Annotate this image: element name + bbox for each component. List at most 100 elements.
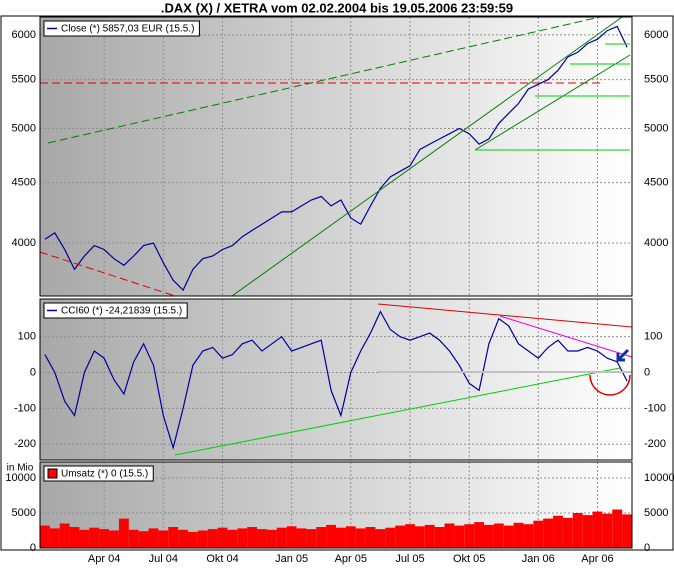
highlight-arc	[589, 374, 631, 396]
legend-box	[43, 20, 200, 37]
x-tick-label: Jan 06	[522, 553, 555, 565]
bar	[118, 518, 129, 548]
bar	[49, 528, 60, 548]
trend-line	[231, 16, 623, 297]
panel-frame	[39, 298, 633, 461]
annotations	[39, 16, 633, 456]
x-tick-label: Okt 05	[453, 553, 485, 565]
y-tick-label-right: -100	[644, 402, 666, 414]
y-tick-label-right: 0	[644, 542, 650, 554]
line	[44, 25, 628, 292]
bar	[237, 528, 248, 548]
bar	[59, 523, 70, 548]
bar	[345, 526, 356, 548]
bar	[503, 525, 514, 548]
bar	[69, 527, 80, 548]
legend-box	[43, 302, 188, 319]
panel-frame	[39, 16, 633, 297]
y-tick-label: 10000	[5, 472, 36, 484]
bar	[612, 509, 623, 548]
y-tick-label-right: 5500	[644, 73, 668, 85]
legend-label: CCI60 (*) -24,21839 (15.5.)	[61, 306, 182, 317]
outer-frame	[0, 15, 674, 551]
y-tick-label: 5500	[12, 73, 36, 85]
bar	[454, 525, 465, 548]
y-tick-label-right: 100	[644, 331, 662, 343]
bar	[434, 527, 445, 548]
bar	[553, 515, 563, 548]
bar	[484, 524, 494, 548]
trend-line	[174, 367, 621, 456]
legend-label: Umsatz (*) 0 (15.5.)	[61, 469, 148, 480]
legend-swatch	[47, 468, 58, 479]
bar	[572, 513, 583, 548]
bar	[276, 527, 287, 548]
trend-line	[377, 303, 633, 328]
bar	[99, 529, 110, 548]
legend: Umsatz (*) 0 (15.5.)	[43, 465, 154, 482]
bar	[592, 511, 603, 548]
bar	[523, 524, 534, 548]
x-tick-label: Apr 04	[88, 553, 120, 565]
arrow	[616, 348, 630, 362]
bar	[464, 524, 475, 548]
y-tick-label-right: 5000	[644, 507, 668, 519]
bar	[602, 513, 613, 548]
bar	[266, 529, 277, 548]
bar	[178, 529, 188, 548]
bar	[365, 527, 376, 548]
bar	[148, 528, 159, 548]
bar	[296, 528, 307, 548]
bar	[79, 529, 90, 548]
y-tick-label: 0	[30, 542, 36, 554]
bar	[138, 531, 149, 548]
y-tick-label: 100	[18, 331, 36, 343]
y-tick-label-right: 4000	[644, 237, 668, 249]
panel-frame	[39, 461, 633, 549]
legends: Close (*) 5857,03 EUR (15.5.) CCI60 (*) -…	[43, 20, 200, 482]
y-tick-label: -100	[14, 402, 36, 414]
y-tick-label-right: -200	[644, 438, 666, 450]
bar	[158, 530, 169, 548]
bar	[424, 524, 435, 548]
bar	[257, 529, 267, 548]
y-axis-label: in Mio	[7, 463, 34, 474]
trend-line	[47, 16, 601, 144]
bar	[168, 527, 179, 548]
legend: Close (*) 5857,03 EUR (15.5.)	[43, 20, 200, 37]
y-tick-label-right: 4500	[644, 176, 668, 188]
y-tick-label-right: 0	[644, 366, 650, 378]
bar	[316, 527, 327, 548]
x-tick-label: Jan 05	[275, 553, 308, 565]
bar	[493, 523, 504, 548]
x-tick-label: Jul 04	[149, 553, 178, 565]
bar	[405, 524, 415, 548]
line	[44, 310, 628, 451]
bar	[217, 527, 228, 548]
bar	[306, 529, 317, 548]
y-tick-label: 0	[30, 366, 36, 378]
bar	[109, 530, 119, 548]
x-tick-label: Apr 06	[581, 553, 613, 565]
frames	[0, 15, 674, 551]
bar	[326, 524, 336, 548]
legend-label: Close (*) 5857,03 EUR (15.5.)	[61, 24, 194, 35]
x-tick-label: Jul 05	[395, 553, 424, 565]
trend-line	[474, 54, 631, 151]
bar	[543, 518, 554, 548]
bar	[533, 520, 544, 548]
bar	[375, 529, 386, 548]
bar	[286, 526, 297, 548]
bar	[385, 527, 396, 548]
bar	[40, 525, 50, 548]
y-tick-label: 4000	[12, 237, 36, 249]
bar	[414, 526, 425, 548]
y-tick-label-right: 10000	[644, 472, 674, 484]
y-tick-label: 4500	[12, 176, 36, 188]
bar	[227, 529, 238, 548]
legend-box	[43, 465, 154, 482]
bar	[188, 531, 198, 548]
chart-title: .DAX (X) / XETRA vom 02.02.2004 bis 19.0…	[161, 0, 513, 15]
bar	[128, 529, 139, 548]
